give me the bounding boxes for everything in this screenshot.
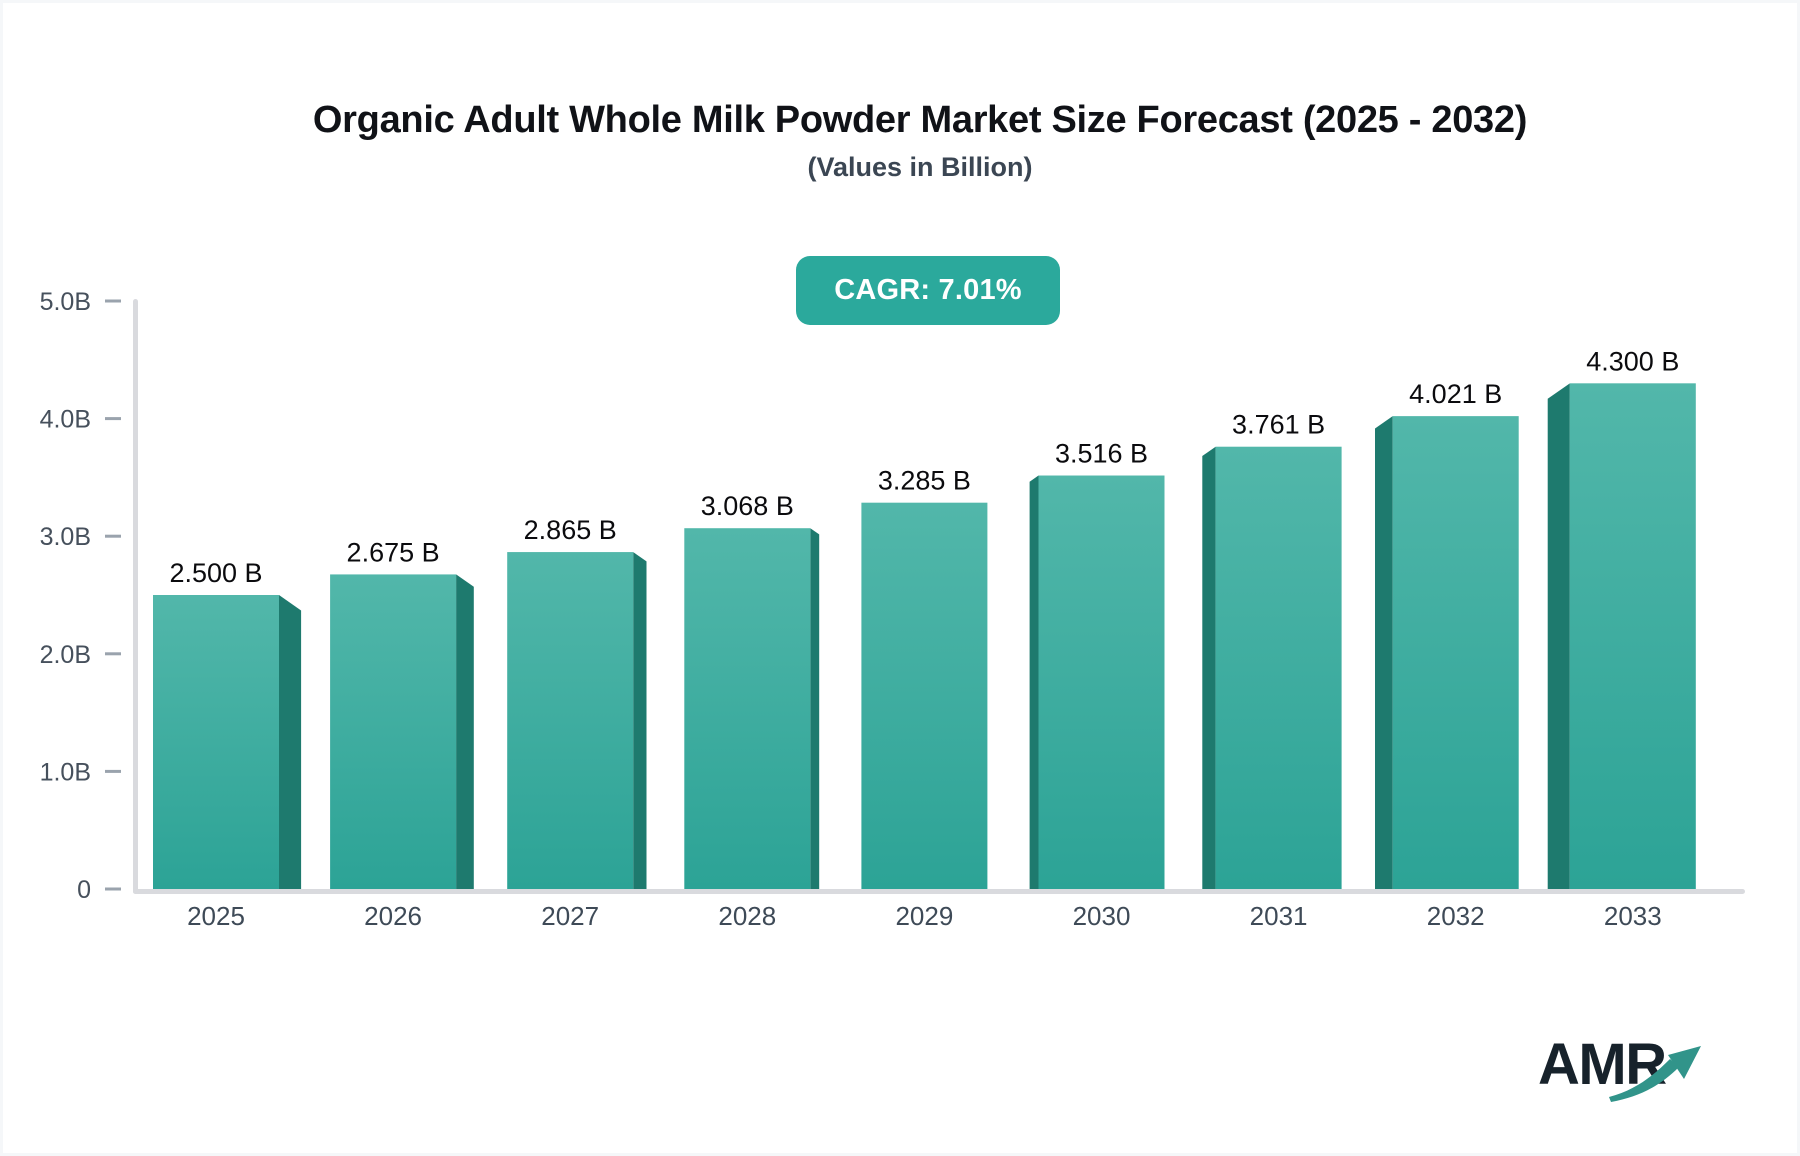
bar-value-label: 4.021 B <box>1409 379 1502 409</box>
x-tick-label: 2029 <box>895 901 953 931</box>
bar-side-2032 <box>1375 416 1393 889</box>
growth-arrow-icon <box>1609 1046 1701 1102</box>
y-tick-label: 4.0B <box>40 406 91 434</box>
bar-value-label: 3.285 B <box>878 466 971 496</box>
y-axis-line <box>133 299 138 894</box>
bar-2026 <box>330 574 457 889</box>
bar-2028 <box>684 528 811 889</box>
cagr-badge: CAGR: 7.01% <box>796 256 1060 325</box>
bar-value-label: 2.865 B <box>524 515 617 545</box>
y-tick-mark <box>105 769 121 773</box>
bar-side-2027 <box>633 552 647 889</box>
bar-2031 <box>1215 446 1342 889</box>
y-tick-label: 1.0B <box>40 758 91 786</box>
y-tick-label: 2.0B <box>40 641 91 669</box>
bar-side-2031 <box>1202 446 1216 889</box>
bar-2032 <box>1392 416 1519 889</box>
y-tick-mark <box>105 417 121 421</box>
x-tick-label: 2026 <box>364 901 422 931</box>
bar-value-label: 3.761 B <box>1232 410 1325 440</box>
bar-side-2028 <box>810 528 820 889</box>
bar-value-label: 2.675 B <box>347 537 440 567</box>
chart-title: Organic Adult Whole Milk Powder Market S… <box>312 99 1528 141</box>
x-axis-line <box>133 889 1745 894</box>
bar-value-label: 4.300 B <box>1586 346 1679 376</box>
bar-value-label: 2.500 B <box>169 558 262 588</box>
bar-chart: 0 1.0B 2.0B 3.0B 4.0B 5.0B 2.500 B 2025 2.675 B 2… <box>40 288 1745 931</box>
y-tick-mark <box>105 299 121 303</box>
cagr-badge-label: CAGR: 7.01% <box>834 274 1022 306</box>
x-tick-label: 2025 <box>187 901 245 931</box>
bar-2029 <box>861 502 988 889</box>
y-tick-label: 5.0B <box>40 288 91 316</box>
x-tick-label: 2031 <box>1250 901 1308 931</box>
x-tick-label: 2032 <box>1427 901 1485 931</box>
x-tick-label: 2028 <box>718 901 776 931</box>
x-tick-label: 2027 <box>541 901 599 931</box>
bar-side-2026 <box>456 574 474 889</box>
x-tick-label: 2030 <box>1073 901 1131 931</box>
bar-2030 <box>1038 475 1165 889</box>
bar-side-2033 <box>1547 383 1570 889</box>
bar-side-2030 <box>1029 475 1039 889</box>
chart-subtitle: (Values in Billion) <box>807 152 1033 182</box>
amr-logo: AMR <box>1533 1031 1793 1121</box>
y-tick-mark <box>105 652 121 656</box>
y-tick-mark <box>105 887 121 891</box>
y-tick-mark <box>105 534 121 538</box>
y-tick-label: 0 <box>77 876 91 904</box>
y-tick-label: 3.0B <box>40 523 91 551</box>
bar-2027 <box>507 552 634 889</box>
bar-value-label: 3.068 B <box>701 491 794 521</box>
bar-2025 <box>153 595 279 889</box>
bar-2033 <box>1569 383 1696 889</box>
bar-side-2025 <box>279 595 302 889</box>
x-tick-label: 2033 <box>1604 901 1662 931</box>
bar-value-label: 3.516 B <box>1055 439 1148 469</box>
